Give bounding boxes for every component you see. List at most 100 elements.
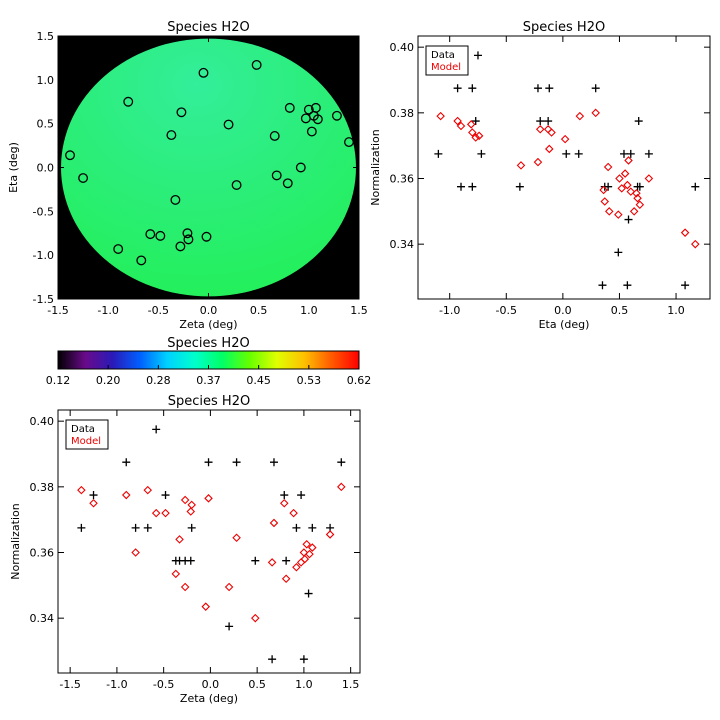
eta_plot-model-point — [456, 121, 466, 131]
colorbar: Species H2O 0.12 0.20 0.28 0.37 0.45 0.53 0.62 — [46, 336, 372, 387]
map-point — [312, 114, 323, 125]
eta_plot-xlabel: Eta (deg) — [539, 318, 590, 331]
eta_plot-data-point — [598, 281, 607, 290]
eta_plot-data-point — [644, 149, 653, 158]
zeta_plot-title: Species H2O — [168, 394, 250, 409]
eta_plot-model-point — [560, 134, 570, 144]
eta_plot-data-point — [468, 84, 477, 93]
eta_plot-data-point — [477, 149, 486, 158]
eta_plot-model-point — [633, 193, 642, 203]
eta_plot-xtick-label: 1.0 — [667, 304, 685, 317]
eta_plot-data-point — [635, 182, 644, 191]
zeta_plot-data-point — [89, 491, 98, 500]
zeta_plot-model-point — [121, 490, 131, 500]
map-point — [201, 231, 212, 242]
eta_plot-model-point — [533, 157, 543, 167]
eta_plot-xtick-label: -0.5 — [496, 304, 517, 317]
eta_plot-data-point — [604, 182, 613, 191]
map-ytick-label: -1.5 — [33, 293, 54, 306]
eta_plot-model-point — [614, 210, 623, 219]
eta_plot-data-point — [471, 117, 480, 126]
map-xtick-label: 0.0 — [200, 304, 218, 317]
eta_plot-model-point — [632, 188, 641, 198]
map-xtick-label: -0.5 — [148, 304, 169, 317]
map-ylabel: Eta (deg) — [7, 142, 20, 193]
eta_plot-model-point — [575, 111, 585, 121]
map-xtick-label: 1.0 — [300, 304, 318, 317]
zeta_plot-axes: -1.5 -1.0 -0.5 0.0 0.5 1.0 1.5 0.34 0.36 0.38 0.40… — [9, 394, 361, 705]
zeta_plot-ytick-label: 0.38 — [30, 481, 55, 494]
eta_plot-data-point — [473, 51, 482, 60]
map-point — [223, 119, 234, 130]
eta_plot-data-point — [619, 149, 628, 158]
map-point — [295, 162, 306, 173]
zeta_plot-model-point — [224, 582, 234, 592]
zeta_plot-data-point — [152, 425, 161, 434]
colorbar-tick-label: 0.62 — [347, 374, 372, 387]
zeta_plot-data-point — [232, 458, 241, 467]
eta_plot-data-point — [434, 149, 443, 158]
zeta_plot-xtick-label: -0.5 — [153, 678, 174, 691]
zeta_plot-data-point — [297, 491, 306, 500]
map-ytick-label: 1.0 — [37, 74, 55, 87]
zeta_plot-model-point — [289, 508, 298, 518]
eta_plot-legend-data: Data — [431, 50, 455, 61]
zeta_plot-model-point — [204, 494, 213, 503]
eta_plot-ylabel: Normalization — [369, 129, 382, 205]
map-point — [231, 180, 242, 190]
eta_plot-data-point — [574, 149, 583, 158]
zeta_plot-model-point — [305, 549, 314, 559]
map-point — [155, 230, 166, 241]
map-point — [306, 126, 317, 137]
eta_plot-xtick-label: -1.0 — [439, 304, 460, 317]
zeta_plot-model-point — [187, 500, 196, 510]
map-point — [182, 228, 193, 239]
eta_plot-marks — [434, 51, 700, 290]
zeta_plot-data-point — [308, 523, 317, 532]
zeta_plot-data-point — [225, 622, 234, 631]
map-plot-area — [58, 36, 359, 299]
map-title: Species H2O — [167, 20, 249, 35]
eta_plot-data-point — [624, 215, 633, 224]
zeta_plot-data-point — [187, 523, 196, 532]
colorbar-tick-label: 0.53 — [297, 374, 322, 387]
colorbar-tick-label: 0.37 — [196, 374, 221, 387]
zeta_plot-xtick-label: 0.5 — [248, 678, 266, 691]
eta_plot-model-point — [615, 174, 624, 183]
eta_plot-model-point — [620, 169, 630, 178]
zeta_plot-model-point — [337, 482, 346, 492]
zeta_plot-legend-model: Model — [71, 436, 101, 447]
map-xtick-label: 1.5 — [350, 304, 368, 317]
eta_plot-model-point — [471, 133, 480, 142]
eta_plot-model-point — [599, 185, 608, 195]
eta_plot-model-point — [591, 108, 600, 118]
map-point — [284, 102, 295, 113]
eta_plot-data-point — [515, 182, 524, 191]
zeta_plot-model-point — [171, 569, 181, 579]
eta_plot-model-point — [691, 239, 700, 249]
map-point — [271, 170, 282, 181]
eta_plot-model-point — [680, 228, 690, 237]
eta_plot-data-point — [681, 281, 690, 290]
zeta_plot-xtick-label: -1.0 — [106, 678, 127, 691]
eta_plot-data-point — [536, 117, 545, 126]
map-ytick-label: 0.0 — [37, 162, 55, 175]
eta_plot-ytick-label: 0.36 — [390, 172, 415, 185]
zeta_plot-model-point — [89, 498, 98, 508]
zeta_plot-legend-data: Data — [71, 424, 95, 435]
eta_plot-data-point — [591, 84, 600, 93]
zeta_plot-ylabel: Normalization — [9, 503, 22, 579]
eta_plot-model-point — [516, 161, 526, 170]
eta_plot-data-point — [626, 149, 635, 158]
map-point — [344, 137, 354, 148]
zeta_plot-model-point — [279, 498, 289, 508]
zeta_plot-model-point — [232, 533, 241, 543]
zeta_plot-data-point — [282, 556, 291, 565]
map-point — [251, 59, 262, 70]
eta_plot-data-point — [562, 149, 571, 158]
zeta_plot-data-point — [280, 491, 289, 500]
eta_plot-model-point — [624, 156, 633, 165]
map-point — [303, 104, 314, 115]
